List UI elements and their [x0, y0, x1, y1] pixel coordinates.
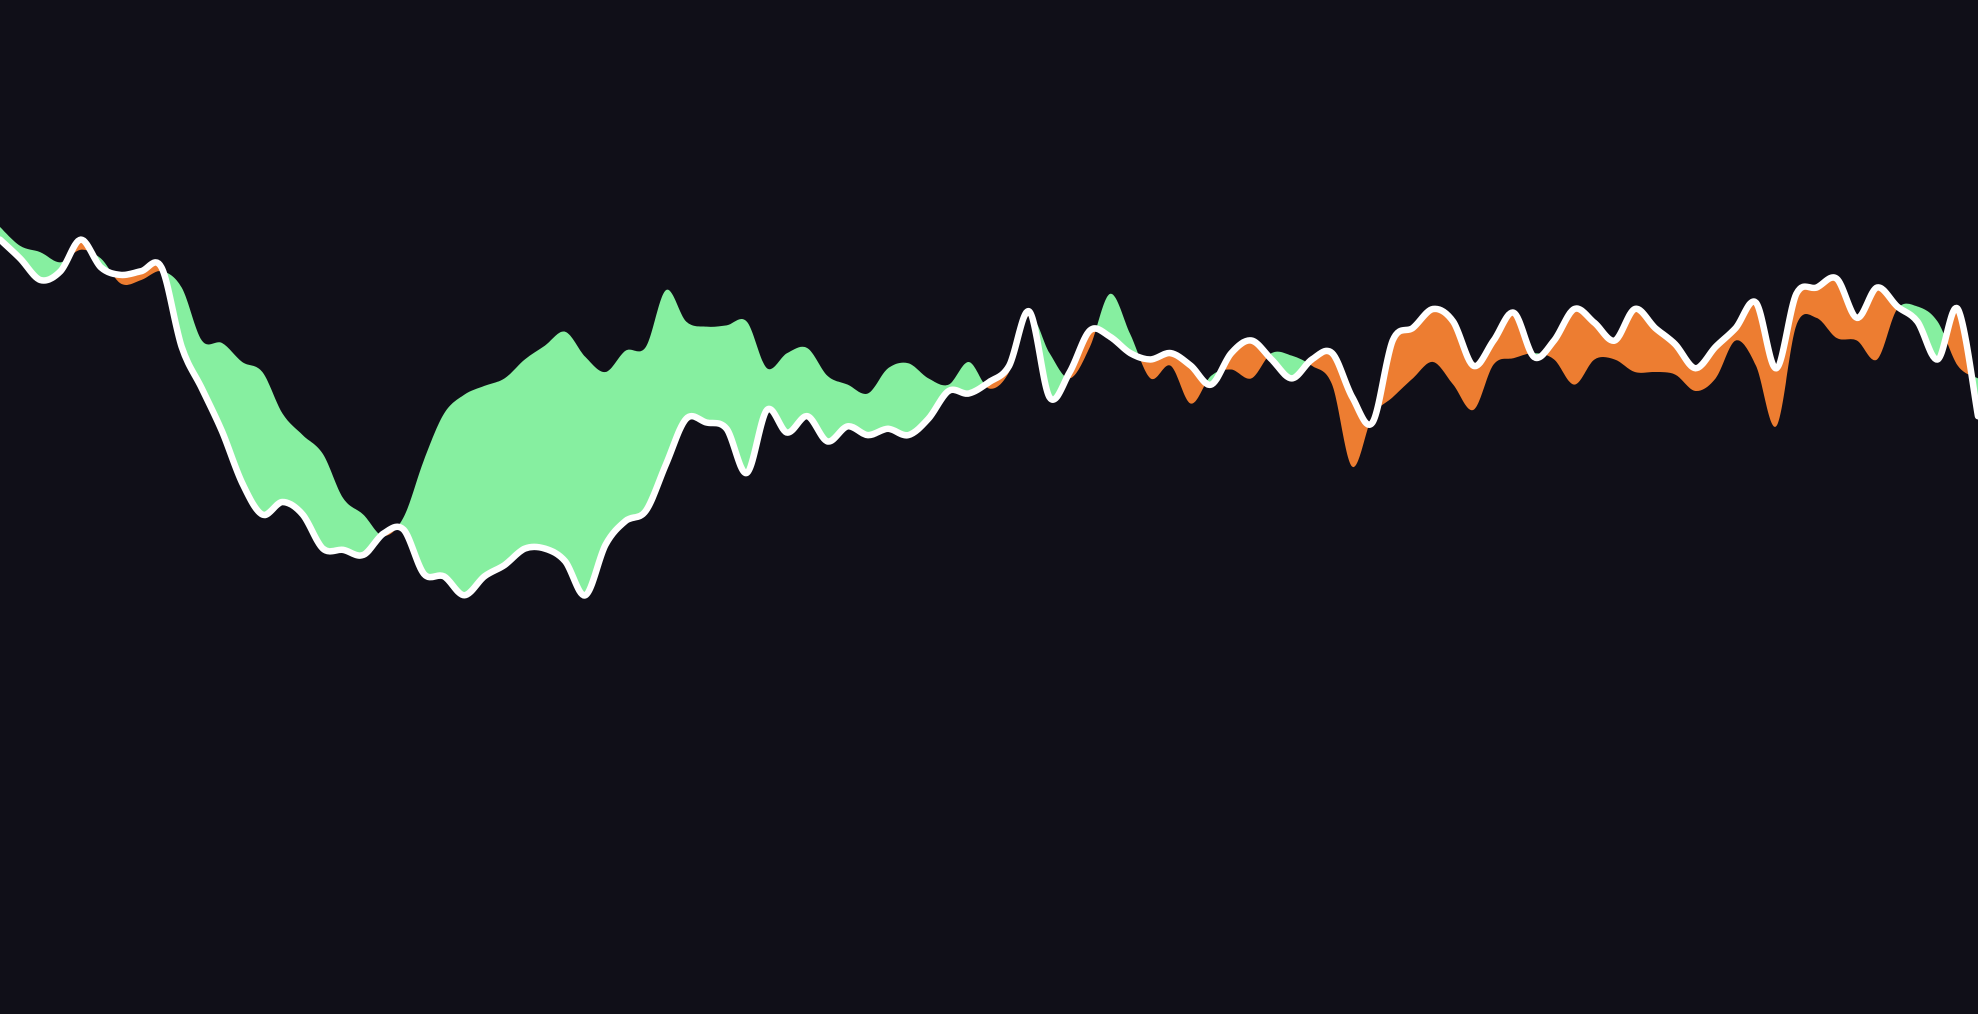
difference-area-above: [0, 227, 1978, 596]
line: [0, 236, 1978, 599]
